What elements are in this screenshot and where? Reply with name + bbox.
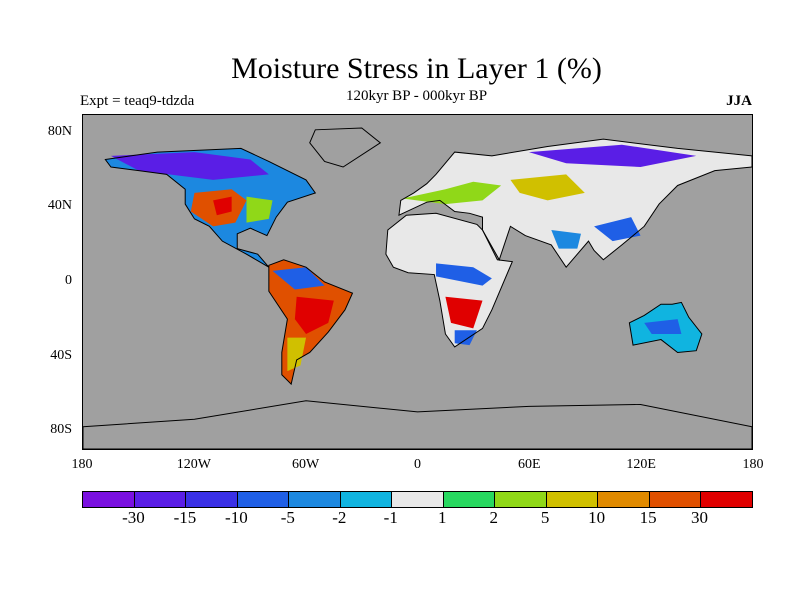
lat-label: 40N [47, 198, 72, 214]
samerica-coastline [268, 259, 354, 386]
season-label: JJA [726, 93, 752, 109]
us-east-patch [246, 196, 273, 223]
colorbar-label: 10 [588, 508, 606, 527]
colorbar-swatch [237, 492, 290, 507]
europe-patch [402, 181, 502, 205]
colorbar-swatch [546, 492, 599, 507]
brazil-patch [294, 296, 334, 334]
colorbar-swatch [134, 492, 187, 507]
lon-label: 120W [176, 457, 211, 472]
colorbar-swatch [83, 492, 135, 507]
map-title: Moisture Stress in Layer 1 (%) [231, 52, 602, 85]
australia-coastline [628, 301, 703, 353]
world-map [82, 114, 753, 450]
colorbar-label: 5 [540, 508, 550, 527]
lon-label: 0 [414, 457, 421, 472]
eurasia-field [398, 139, 752, 268]
colorbar-swatch [598, 492, 650, 507]
land-fields [83, 128, 752, 449]
lon-label: 60W [292, 457, 320, 472]
eurasia-coastline [398, 138, 752, 269]
patagonia-patch [287, 337, 307, 372]
china-patch [594, 217, 641, 242]
period-subtitle: 120kyr BP - 000kyr BP [345, 88, 488, 104]
us-core-patch [213, 196, 232, 216]
colorbar-label: -30 [122, 508, 145, 527]
antarctica-coastline [83, 400, 752, 449]
lon-label: 180 [71, 457, 93, 472]
colorbar-swatch [649, 492, 702, 507]
colorbar-swatch [289, 492, 341, 507]
canada-patch [110, 152, 269, 180]
colorbar-swatch [392, 492, 444, 507]
colorbar-swatch [340, 492, 393, 507]
amazon-north-patch [272, 267, 325, 290]
colorbar-label: -2 [332, 508, 347, 527]
lat-label: 80S [50, 422, 72, 438]
colorbar-swatch [701, 492, 752, 507]
greenland-coastline [309, 127, 382, 168]
colorbar-label: -1 [383, 508, 398, 527]
lon-label: 120E [626, 457, 656, 472]
colorbar-label: -15 [173, 508, 197, 527]
siberia-patch [528, 144, 697, 167]
africa-field [385, 213, 513, 347]
colorbar-label: -10 [225, 508, 248, 527]
central-asia-patch [510, 174, 585, 201]
colorbar-swatch [443, 492, 496, 507]
colorbar-label: 1 [437, 508, 447, 527]
lon-label: 180 [742, 457, 764, 472]
experiment-label: Expt = teaq9-tdzda [80, 93, 195, 109]
antarctica-field [83, 400, 752, 449]
colorbar-swatch [186, 492, 238, 507]
lon-label: 60E [518, 457, 541, 472]
colorbar-label: 30 [691, 508, 709, 527]
sahel-patch [436, 263, 492, 286]
lat-label: 40S [50, 347, 72, 363]
australia-core-patch [644, 319, 682, 334]
south-africa-patch [445, 296, 483, 329]
greenland-field [309, 128, 381, 167]
lat-label: 80N [47, 123, 72, 139]
colorbar-swatch [495, 492, 547, 507]
namerica-coastline [104, 147, 317, 268]
cape-patch [454, 330, 477, 346]
lat-label: 0 [65, 273, 72, 288]
africa-coastline [385, 212, 514, 348]
colorbar-label: 2 [489, 508, 498, 527]
colorbar [82, 491, 753, 508]
colorbar-label: 15 [639, 508, 657, 527]
india-patch [551, 230, 582, 249]
colorbar-label: -5 [280, 508, 295, 527]
coastlines [83, 127, 752, 449]
